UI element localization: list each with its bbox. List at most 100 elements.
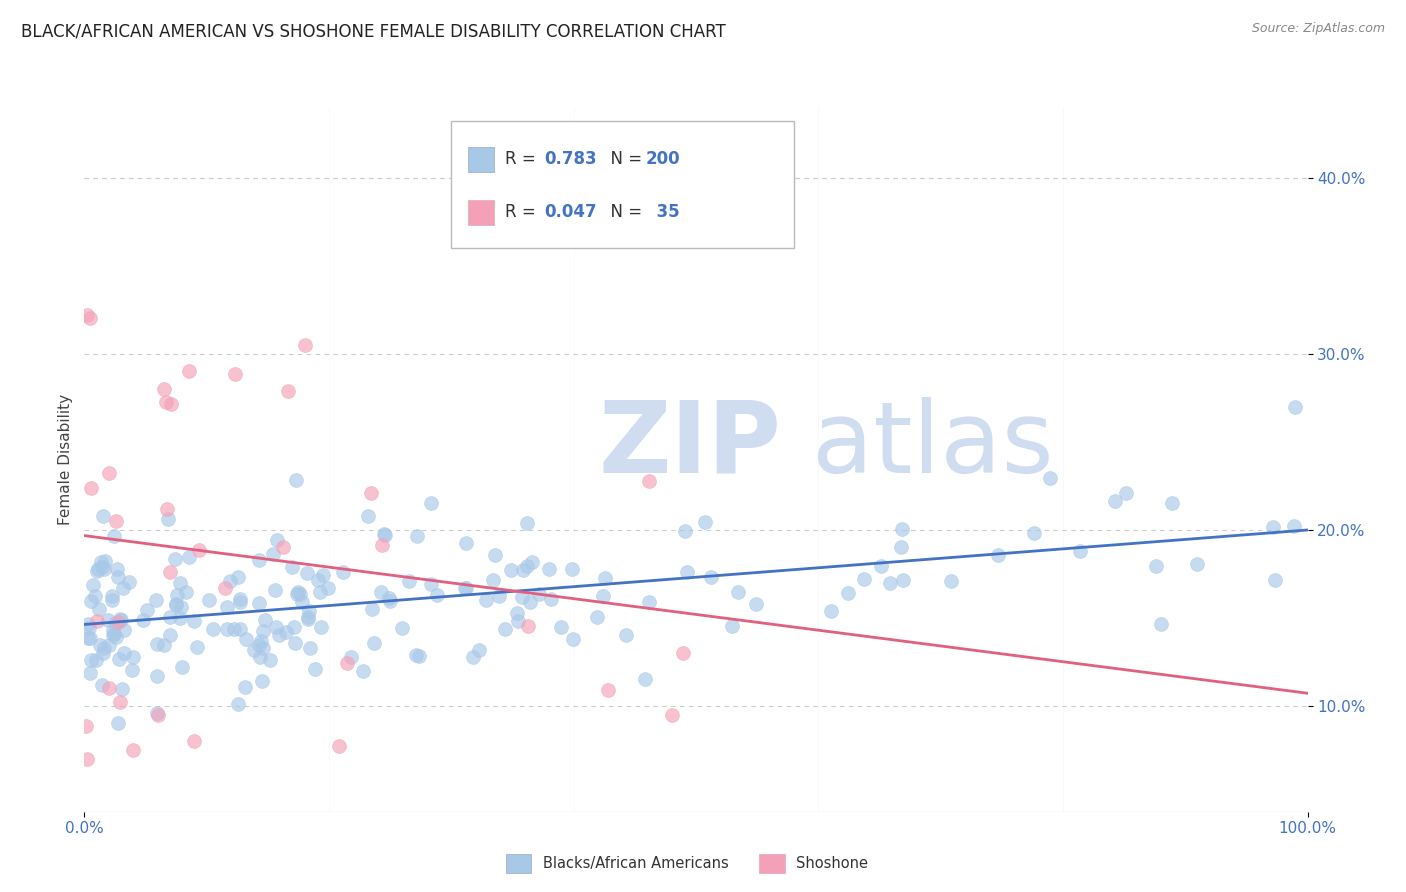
Point xyxy=(1069,544,1091,558)
Point xyxy=(146,707,169,722)
Point xyxy=(214,581,236,595)
Point xyxy=(135,603,157,617)
Point xyxy=(820,603,842,617)
Point xyxy=(82,578,104,592)
Point xyxy=(252,624,274,639)
Point xyxy=(291,594,314,608)
Point xyxy=(488,590,510,604)
Point xyxy=(1185,557,1208,571)
Point xyxy=(837,586,859,600)
Point xyxy=(363,635,385,649)
Point xyxy=(91,560,114,574)
Text: Source: ZipAtlas.com: Source: ZipAtlas.com xyxy=(1251,22,1385,36)
Point xyxy=(295,566,318,581)
Point xyxy=(1282,519,1305,533)
Point xyxy=(93,508,115,523)
Point xyxy=(112,647,135,661)
Point xyxy=(360,486,382,500)
Point xyxy=(170,599,193,614)
Point xyxy=(419,576,441,591)
Point xyxy=(100,589,122,603)
Point xyxy=(281,560,304,574)
Point xyxy=(252,641,274,656)
Point xyxy=(97,638,120,652)
Point xyxy=(266,533,288,548)
Point xyxy=(104,630,127,644)
Text: 35: 35 xyxy=(645,203,681,221)
Point xyxy=(247,553,270,567)
Point xyxy=(512,563,534,577)
Point xyxy=(76,617,98,632)
Point xyxy=(634,672,657,686)
Point xyxy=(262,547,284,561)
Point xyxy=(294,337,316,351)
Point xyxy=(146,669,169,683)
Point xyxy=(506,606,529,620)
Point xyxy=(228,591,250,606)
Point xyxy=(86,564,108,578)
Point xyxy=(298,604,321,618)
Point xyxy=(84,653,107,667)
Point xyxy=(159,565,181,579)
Point xyxy=(297,610,319,624)
Point xyxy=(287,585,309,599)
Point xyxy=(80,653,103,667)
Point xyxy=(159,628,181,642)
Point xyxy=(1264,573,1286,587)
Point xyxy=(104,616,127,631)
Point xyxy=(352,665,374,679)
Point xyxy=(90,555,112,569)
Point xyxy=(1160,496,1182,510)
Point xyxy=(284,635,307,649)
Point xyxy=(77,631,100,645)
Text: atlas: atlas xyxy=(813,397,1054,494)
Point xyxy=(224,622,246,636)
Point xyxy=(183,734,205,748)
Point xyxy=(592,589,614,603)
Point xyxy=(893,573,915,587)
Point xyxy=(661,707,683,722)
Point xyxy=(177,364,200,378)
Point xyxy=(97,681,120,696)
Point xyxy=(253,613,276,627)
Point xyxy=(224,367,246,381)
Point xyxy=(249,650,271,665)
Point xyxy=(108,695,131,709)
Point xyxy=(153,638,176,652)
Text: BLACK/AFRICAN AMERICAN VS SHOSHONE FEMALE DISABILITY CORRELATION CHART: BLACK/AFRICAN AMERICAN VS SHOSHONE FEMAL… xyxy=(21,22,725,40)
Point xyxy=(104,514,127,528)
Point xyxy=(1150,617,1173,632)
Point xyxy=(370,585,392,599)
Point xyxy=(720,619,742,633)
Point xyxy=(108,652,131,666)
Point xyxy=(186,640,208,654)
Point xyxy=(675,566,697,580)
Point xyxy=(217,622,239,636)
Point xyxy=(91,678,114,692)
Point xyxy=(420,496,443,510)
Point xyxy=(595,571,617,585)
Point xyxy=(1261,520,1284,534)
Point xyxy=(939,574,962,589)
Point xyxy=(561,632,583,647)
Point xyxy=(177,550,200,565)
Point xyxy=(454,536,477,550)
Point xyxy=(426,588,449,602)
Point xyxy=(169,611,191,625)
Point xyxy=(616,628,638,642)
Point xyxy=(79,311,101,326)
Point xyxy=(97,466,120,480)
Point xyxy=(297,612,319,626)
Point xyxy=(519,594,541,608)
Point xyxy=(145,592,167,607)
Point xyxy=(93,562,115,576)
Point xyxy=(146,706,169,720)
Point xyxy=(853,572,876,586)
Point xyxy=(172,660,194,674)
Point xyxy=(879,575,901,590)
Point xyxy=(274,624,297,639)
Point xyxy=(482,573,505,587)
Point xyxy=(277,384,299,398)
Point xyxy=(122,650,145,665)
Y-axis label: Female Disability: Female Disability xyxy=(58,393,73,525)
